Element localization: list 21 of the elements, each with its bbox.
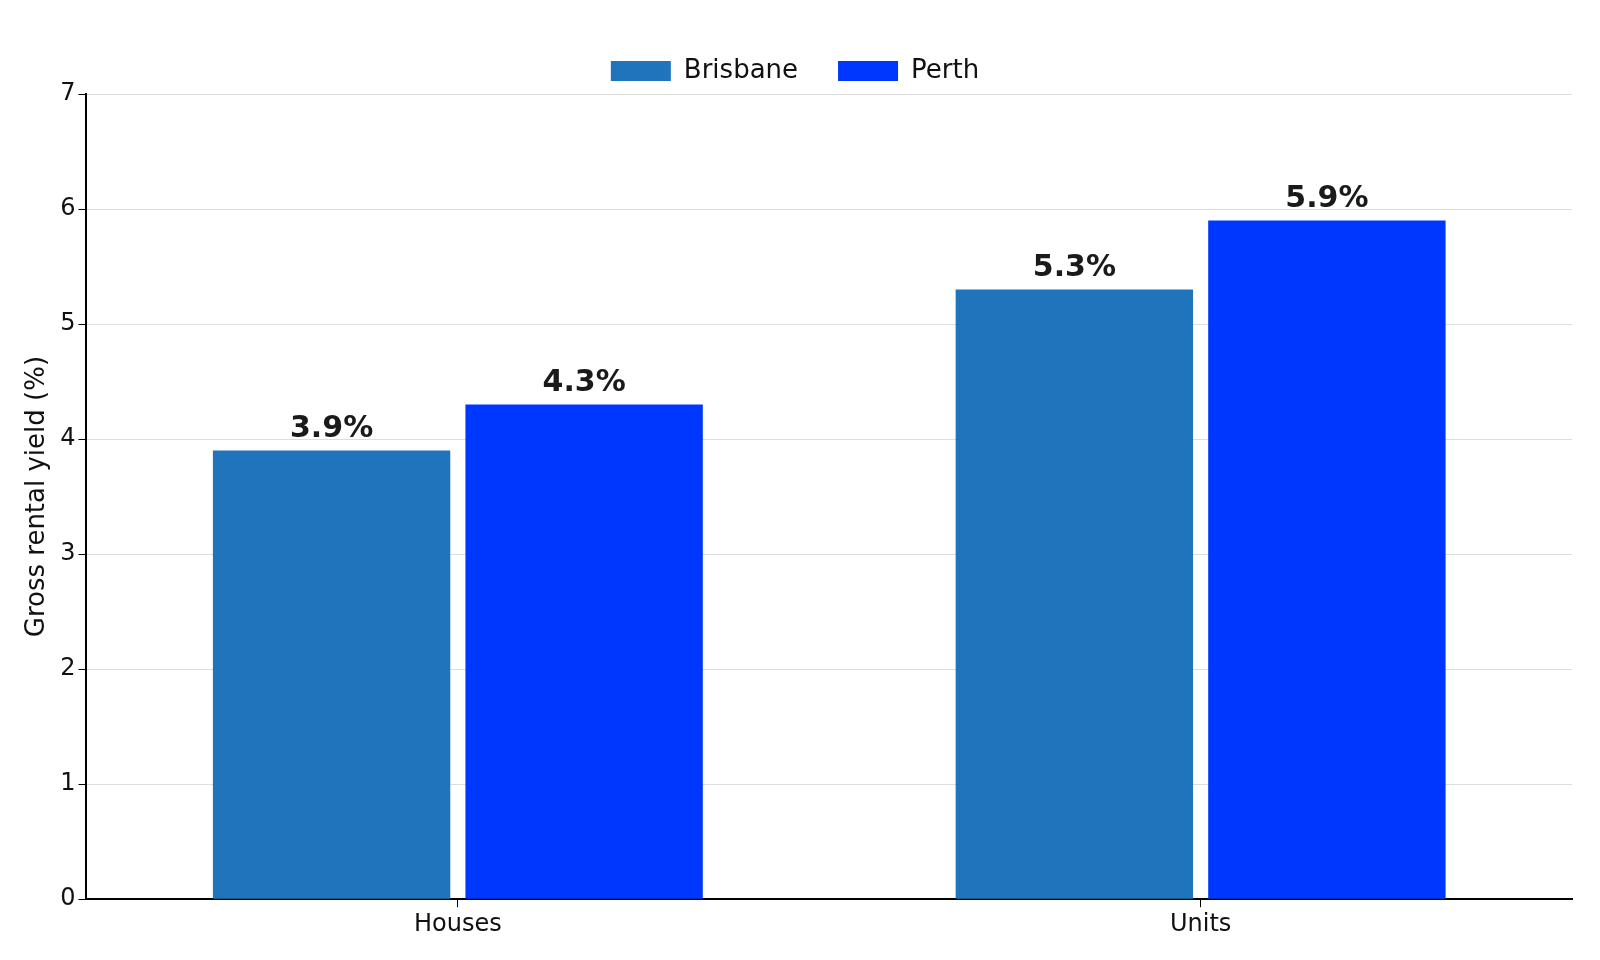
data-label: 4.3% [542,363,626,399]
bar [1208,220,1446,899]
bar [955,289,1194,899]
y-tick-label: 6 [60,193,76,222]
y-tick-label: 4 [60,423,76,452]
legend-label: Perth [911,53,980,84]
bar [465,404,703,899]
data-label: 5.3% [1032,248,1116,284]
data-label: 5.9% [1285,179,1369,215]
y-tick-label: 5 [60,308,76,337]
y-tick-label: 1 [60,768,76,797]
x-tick-label: Units [1169,908,1232,937]
y-axis-title: Gross rental yield (%) [20,355,51,638]
y-tick-label: 7 [60,78,76,107]
y-tick-label: 2 [60,653,76,682]
legend-label: Brisbane [683,53,799,84]
bar [212,450,451,899]
data-label: 3.9% [289,409,374,445]
y-tick-label: 0 [60,883,76,912]
x-tick-label: Houses [413,908,502,937]
y-tick-label: 3 [60,538,76,567]
